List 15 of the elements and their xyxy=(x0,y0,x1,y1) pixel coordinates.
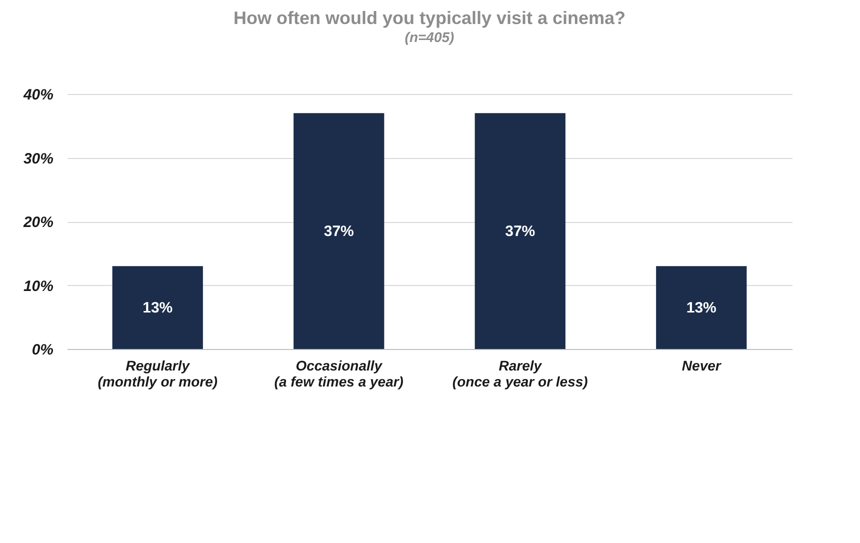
y-tick-label: 40% xyxy=(22,86,54,104)
y-tick-label: 30% xyxy=(23,150,54,168)
x-tick-label: Rarely (once a year or less) xyxy=(452,358,588,390)
data-label: 37% xyxy=(324,223,354,240)
x-tick-label: Never xyxy=(682,358,722,374)
chart-title: How often would you typically visit a cinema? xyxy=(233,8,626,28)
chart-subtitle: (n=405) xyxy=(404,29,455,45)
data-label: 13% xyxy=(686,300,716,317)
data-label: 13% xyxy=(142,300,173,317)
y-tick-label: 10% xyxy=(23,278,54,295)
x-tick-label: Occasionally (a few times a year) xyxy=(274,358,404,390)
y-tick-label: 20% xyxy=(22,214,54,231)
x-tick-label: Regularly (monthly or more) xyxy=(98,358,218,390)
data-label: 37% xyxy=(505,223,536,240)
y-tick-label: 0% xyxy=(32,342,54,358)
